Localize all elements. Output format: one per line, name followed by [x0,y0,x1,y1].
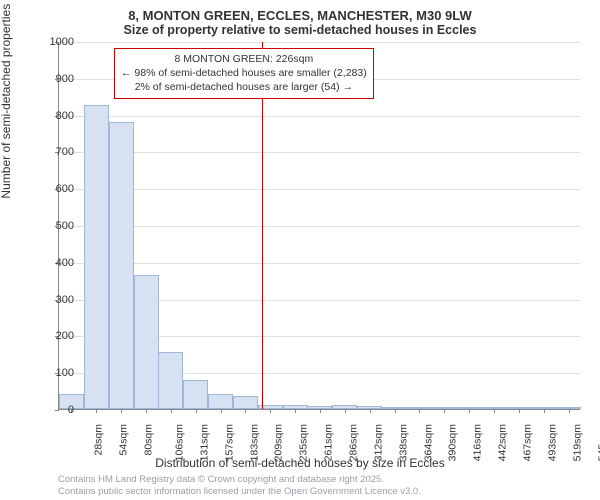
x-tick-label: 493sqm [546,424,558,461]
x-tick-label: 390sqm [447,424,459,461]
x-tick-label: 235sqm [298,424,310,461]
x-tick-mark [345,409,346,413]
gridline [59,152,580,153]
gridline [59,42,580,43]
x-tick-label: 80sqm [143,424,155,456]
x-tick-label: 106sqm [174,424,186,461]
annotation-line: 8 MONTON GREEN: 226sqm [121,52,367,66]
footer-attribution: Contains HM Land Registry data © Crown c… [58,474,421,498]
x-tick-mark [146,409,147,413]
y-tick-label: 900 [42,73,74,85]
x-tick-label: 157sqm [223,424,235,461]
x-tick-label: 416sqm [472,424,484,461]
x-tick-mark [395,409,396,413]
x-tick-mark [221,409,222,413]
annotation-line: ← 98% of semi-detached houses are smalle… [121,66,367,80]
plot-area: 8 MONTON GREEN: 226sqm← 98% of semi-deta… [58,42,580,410]
y-tick-label: 800 [42,110,74,122]
annotation-line: 2% of semi-detached houses are larger (5… [121,80,367,94]
x-tick-mark [245,409,246,413]
x-tick-label: 28sqm [93,424,105,456]
x-tick-label: 364sqm [422,424,434,461]
y-tick-label: 300 [42,294,74,306]
histogram-bar [158,352,183,409]
x-tick-mark [320,409,321,413]
y-tick-label: 0 [42,404,74,416]
x-tick-mark [196,409,197,413]
x-tick-label: 54sqm [118,424,130,456]
y-tick-label: 400 [42,257,74,269]
gridline [59,189,580,190]
y-axis-label: Number of semi-detached properties [0,4,13,199]
x-tick-mark [370,409,371,413]
x-tick-mark [494,409,495,413]
y-tick-label: 600 [42,183,74,195]
x-tick-mark [295,409,296,413]
x-tick-mark [270,409,271,413]
y-tick-label: 500 [42,220,74,232]
x-tick-mark [121,409,122,413]
x-tick-mark [96,409,97,413]
histogram-bar [233,396,258,409]
x-tick-label: 131sqm [198,424,210,461]
y-tick-label: 1000 [42,36,74,48]
chart-title-main: 8, MONTON GREEN, ECCLES, MANCHESTER, M30… [0,0,600,23]
x-tick-mark [419,409,420,413]
y-tick-label: 700 [42,146,74,158]
histogram-bar [208,394,233,409]
footer-line2: Contains public sector information licen… [58,486,421,498]
histogram-bar [183,380,208,409]
x-tick-label: 442sqm [497,424,509,461]
x-tick-mark [469,409,470,413]
x-tick-label: 338sqm [397,424,409,461]
gridline [59,116,580,117]
x-tick-label: 519sqm [571,424,583,461]
histogram-bar [134,275,159,409]
chart-title-sub: Size of property relative to semi-detach… [0,23,600,43]
x-tick-mark [544,409,545,413]
x-tick-label: 183sqm [248,424,260,461]
x-tick-label: 261sqm [323,424,335,461]
x-tick-mark [171,409,172,413]
x-tick-label: 312sqm [372,424,384,461]
y-tick-label: 200 [42,330,74,342]
x-tick-label: 286sqm [347,424,359,461]
footer-line1: Contains HM Land Registry data © Crown c… [58,474,421,486]
annotation-box: 8 MONTON GREEN: 226sqm← 98% of semi-deta… [114,48,374,99]
x-tick-label: 545sqm [596,424,600,461]
x-tick-mark [569,409,570,413]
x-tick-label: 467sqm [521,424,533,461]
histogram-bar [109,122,134,409]
y-tick-label: 100 [42,367,74,379]
histogram-bar [84,105,109,409]
gridline [59,263,580,264]
gridline [59,226,580,227]
x-tick-mark [519,409,520,413]
x-tick-mark [444,409,445,413]
x-tick-label: 209sqm [273,424,285,461]
